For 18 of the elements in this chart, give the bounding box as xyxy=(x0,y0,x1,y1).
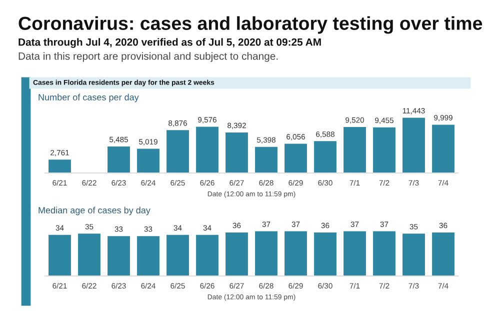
bar xyxy=(255,146,278,173)
text: Number of cases per day xyxy=(38,94,139,102)
bar xyxy=(402,118,425,173)
bar xyxy=(373,127,396,173)
bar xyxy=(226,132,248,173)
bar xyxy=(314,141,336,173)
chart-title: Median age of cases by day xyxy=(38,206,150,216)
bar xyxy=(432,124,454,173)
bar xyxy=(48,160,71,173)
chart-subtitle: Data through Jul 4, 2020 verified as of Jul 5, 2020 at 09:25 AM xyxy=(18,38,321,48)
bar xyxy=(166,130,189,173)
chart-title: Coronavirus: cases and laboratory testing over time xyxy=(18,16,482,34)
bar xyxy=(108,146,130,173)
text: Data in this report are provisional and subject to change. xyxy=(18,52,278,62)
bar xyxy=(196,126,218,173)
bar xyxy=(284,144,307,173)
bar xyxy=(137,148,160,173)
bar xyxy=(344,127,366,173)
